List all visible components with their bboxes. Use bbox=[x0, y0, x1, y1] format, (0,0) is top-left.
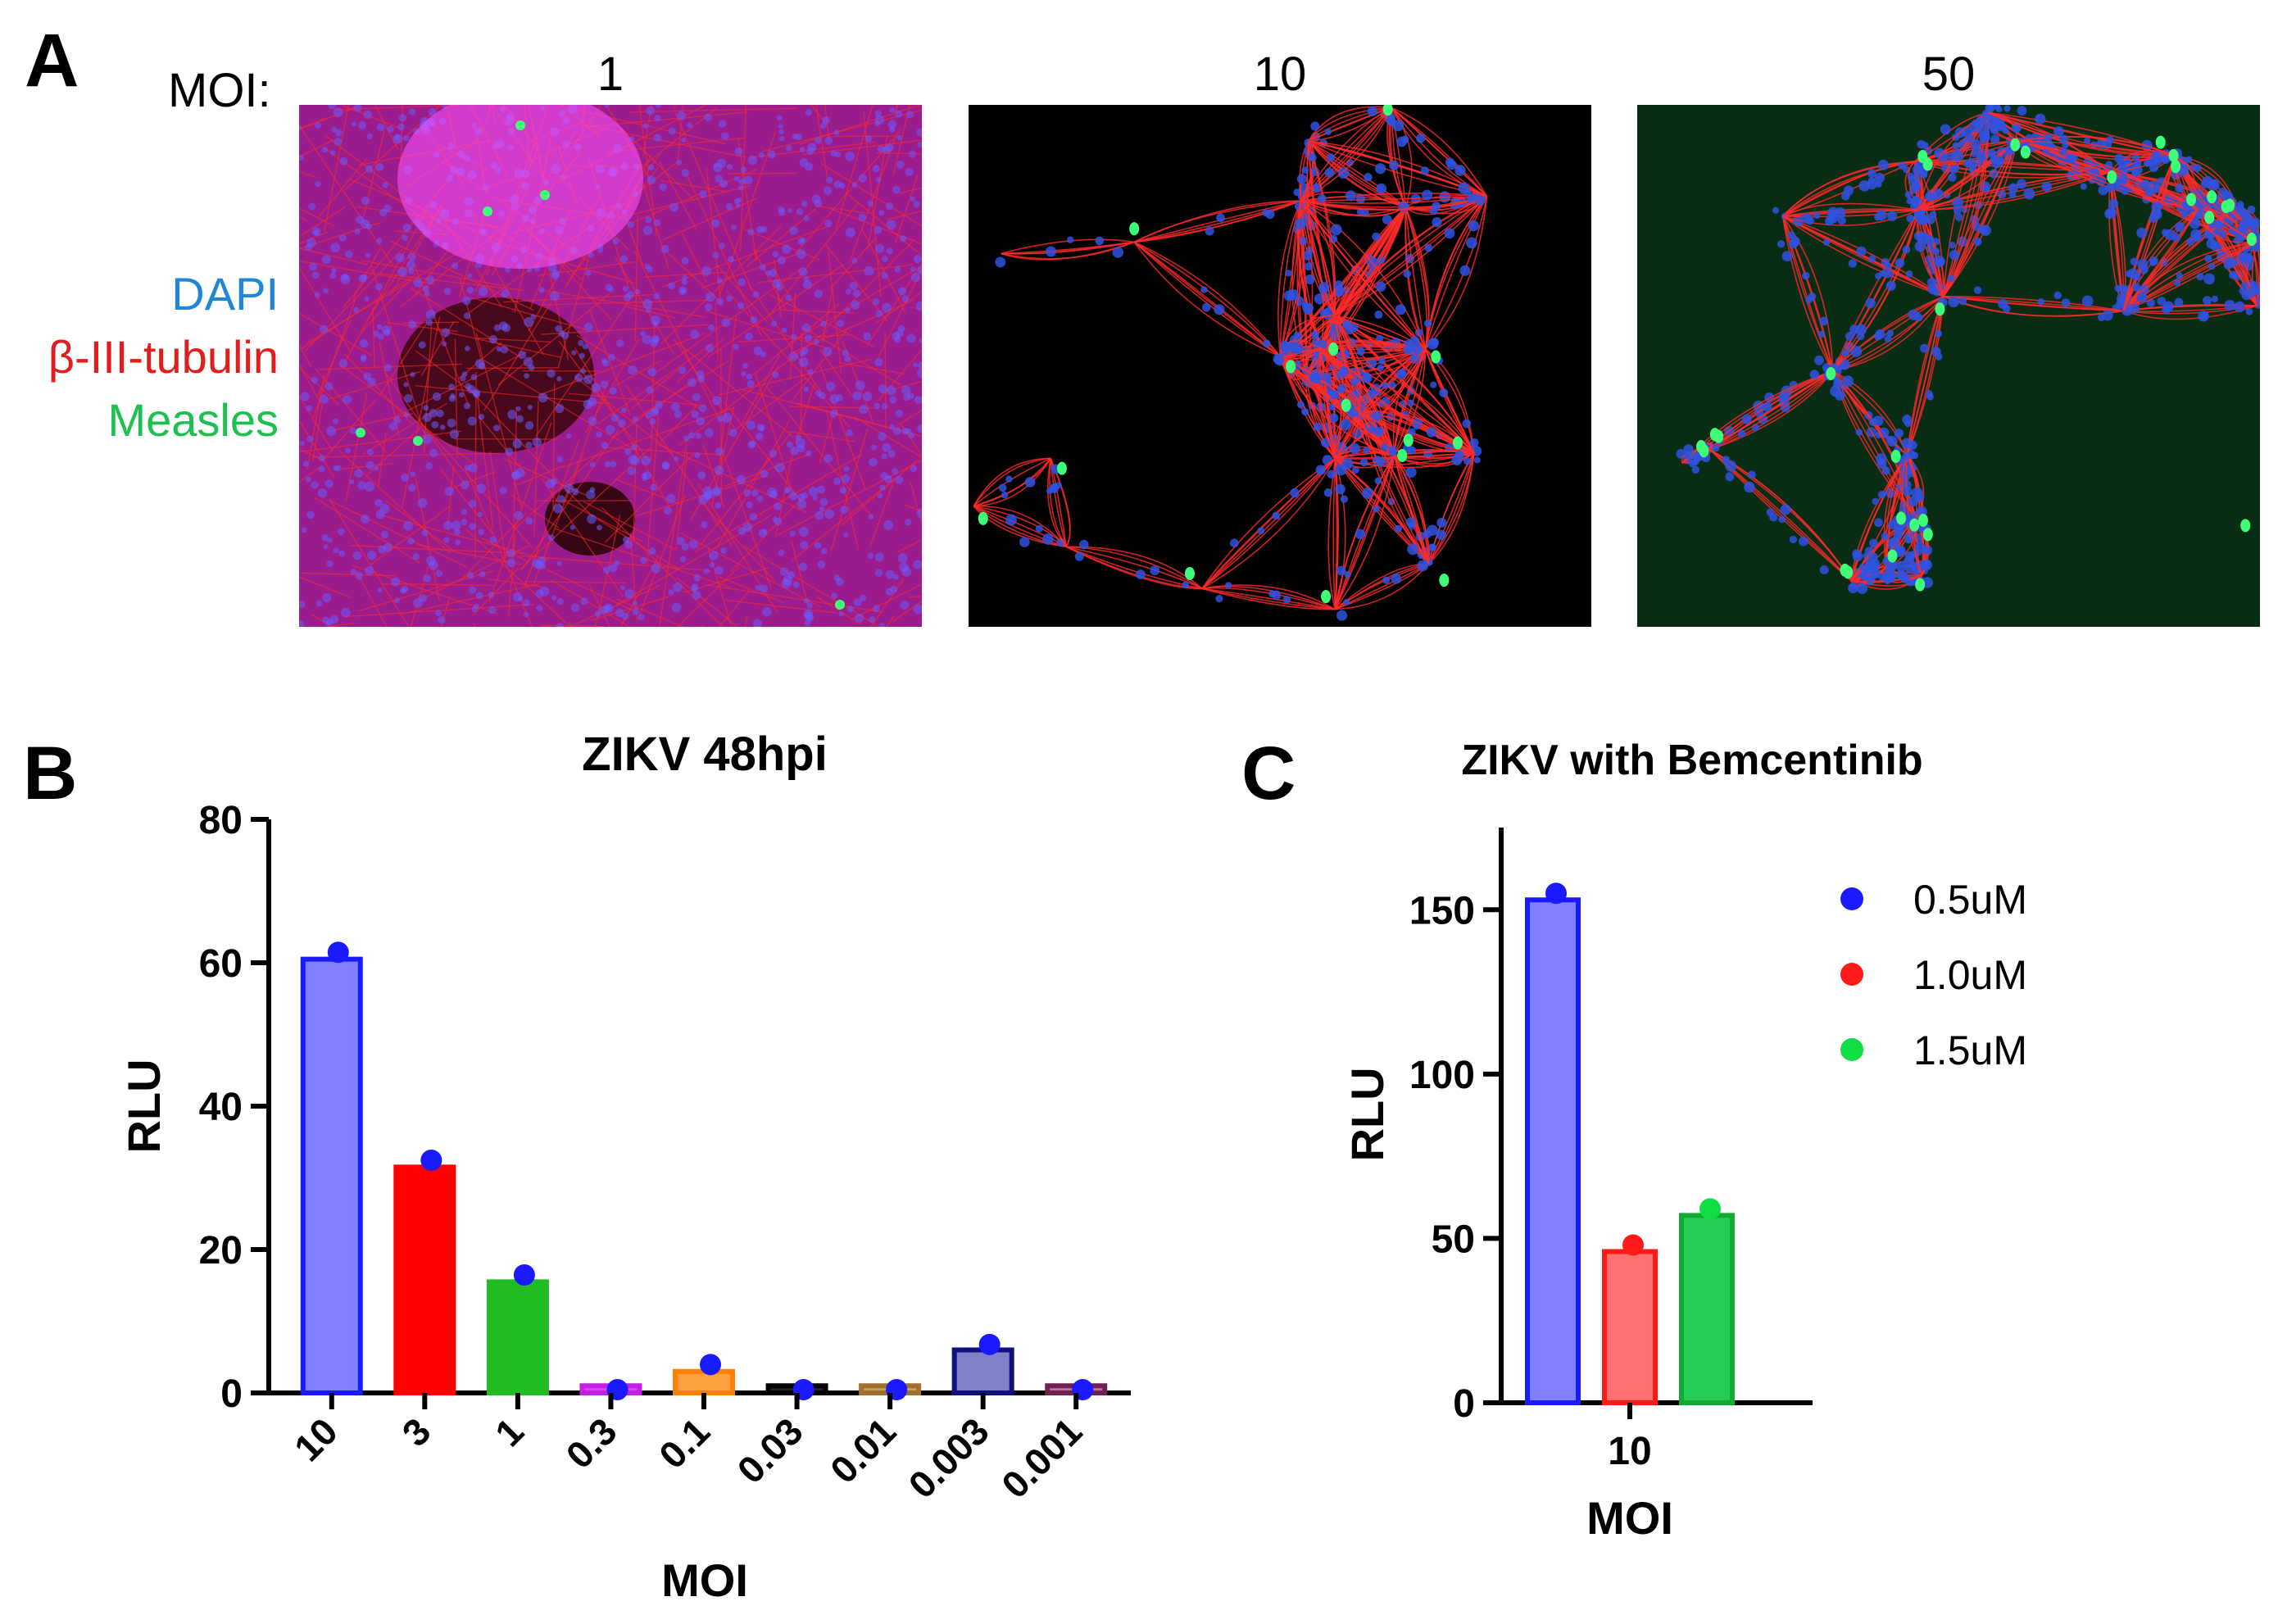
chart-b-bar bbox=[300, 956, 363, 1395]
chart-b-point bbox=[513, 1264, 535, 1286]
chart-b-x-tick-label: 10 bbox=[286, 1409, 346, 1469]
chart-c-point bbox=[1699, 1198, 1721, 1220]
chart-b-bar bbox=[951, 1347, 1014, 1395]
chart-c-y-tick-label: 0 bbox=[1453, 1382, 1475, 1426]
chart-c-xlabel: MOI bbox=[1586, 1492, 1673, 1544]
micrograph-moi-1 bbox=[299, 105, 922, 627]
chart-b-point bbox=[700, 1354, 721, 1376]
chart-c-legend-marker bbox=[1840, 1038, 1863, 1061]
panel-a-letter: A bbox=[25, 19, 79, 102]
chart-c: 0 50 100 150 0.5uM 1.0uM 1.5uM 10 MOI RLU ZIKV wit… bbox=[1341, 737, 2027, 1544]
stain-label-measles: Measles bbox=[107, 394, 279, 446]
panel-c-letter: C bbox=[1241, 732, 1296, 815]
chart-b-ylabel: RLU bbox=[118, 1059, 170, 1153]
chart-c-legend-label: 0.5uM bbox=[1913, 877, 2027, 923]
micrograph-moi-10 bbox=[969, 105, 1591, 627]
chart-b-x-tick-label: 0.03 bbox=[729, 1409, 811, 1491]
chart-c-legend-marker bbox=[1840, 887, 1863, 910]
chart-b-bar bbox=[673, 1368, 735, 1395]
stain-label-dapi: DAPI bbox=[171, 268, 279, 320]
chart-c-y-tick-label: 150 bbox=[1409, 889, 1475, 932]
image-moi-title-10: 10 bbox=[1254, 48, 1307, 101]
chart-b-title: ZIKV 48hpi bbox=[582, 728, 828, 781]
chart-b-x-tick-label: 0.1 bbox=[651, 1409, 718, 1477]
chart-b-point bbox=[327, 941, 349, 964]
chart-b-bar bbox=[393, 1164, 456, 1395]
chart-b-x-tick-label: 0.01 bbox=[822, 1409, 904, 1491]
chart-c-bar bbox=[1525, 897, 1581, 1406]
chart-c-ylabel: RLU bbox=[1341, 1067, 1393, 1161]
chart-c-legend-marker bbox=[1840, 963, 1863, 986]
chart-c-legend-label: 1.0uM bbox=[1913, 952, 2027, 998]
chart-b-bar bbox=[486, 1279, 549, 1395]
stain-label-tubulin: β-III-tubulin bbox=[48, 331, 279, 383]
moi-label: MOI: bbox=[168, 64, 271, 117]
chart-c-point bbox=[1622, 1234, 1644, 1256]
chart-c-y-tick-label: 50 bbox=[1432, 1218, 1475, 1261]
chart-b-y-tick-label: 60 bbox=[199, 942, 243, 986]
chart-b-y-tick-label: 80 bbox=[199, 799, 243, 842]
chart-b-y-tick-label: 20 bbox=[199, 1229, 243, 1272]
chart-c-point bbox=[1545, 882, 1567, 905]
chart-b-point bbox=[420, 1150, 442, 1171]
image-moi-title-50: 50 bbox=[1922, 48, 1976, 101]
chart-c-x-tick-label: 10 bbox=[1608, 1430, 1651, 1473]
micrograph-background bbox=[969, 105, 1591, 627]
chart-b-xlabel: MOI bbox=[661, 1554, 748, 1606]
chart-b-x-tick-label: 0.003 bbox=[901, 1409, 997, 1506]
chart-b-x-tick-label: 0.001 bbox=[993, 1409, 1090, 1506]
micrograph-moi-50 bbox=[1637, 105, 2260, 627]
chart-c-legend-label: 1.5uM bbox=[1913, 1027, 2027, 1073]
chart-c-title: ZIKV with Bemcentinib bbox=[1461, 737, 1922, 784]
chart-b-y-tick-label: 0 bbox=[220, 1372, 243, 1416]
image-moi-title-1: 1 bbox=[597, 48, 624, 101]
chart-b-point bbox=[978, 1333, 1001, 1355]
chart-c-bar bbox=[1602, 1249, 1658, 1405]
chart-b-x-tick-label: 3 bbox=[394, 1409, 439, 1454]
chart-c-bar bbox=[1679, 1213, 1735, 1405]
chart-b-x-tick-label: 0.3 bbox=[558, 1409, 625, 1477]
panel-b-letter: B bbox=[23, 732, 77, 815]
chart-c-y-tick-label: 100 bbox=[1409, 1054, 1475, 1097]
chart-b-x-tick-label: 1 bbox=[487, 1409, 532, 1454]
chart-b-y-tick-label: 40 bbox=[199, 1086, 243, 1129]
